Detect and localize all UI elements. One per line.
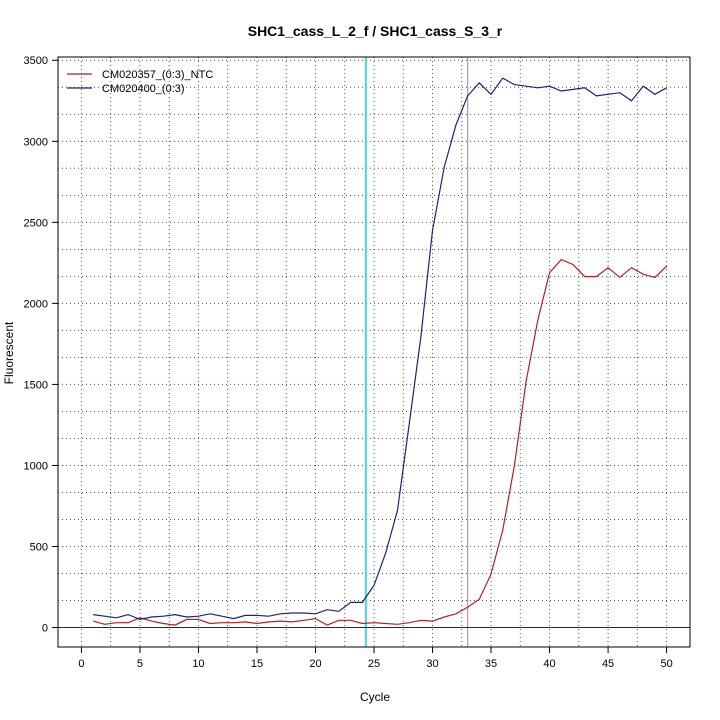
y-axis-label: Fluorescent [2,321,16,384]
x-tick-label: 5 [137,658,143,670]
y-tick-label: 500 [30,542,48,554]
legend-label-1: CM020357_(0:3)_NTC [102,69,213,81]
x-tick-label: 45 [602,658,614,670]
x-tick-label: 50 [660,658,672,670]
x-tick-label: 25 [368,658,380,670]
x-tick-label: 0 [78,658,84,670]
y-tick-label: 1500 [24,379,48,391]
x-tick-label: 10 [192,658,204,670]
chart-title: SHC1_cass_L_2_f / SHC1_cass_S_3_r [248,23,503,39]
x-tick-label: 40 [543,658,555,670]
x-axis-label: Cycle [360,690,390,704]
x-tick-label: 15 [251,658,263,670]
series-line-1 [92,258,668,626]
x-axis: 0 5 10 15 20 25 30 35 40 45 50 [78,647,673,670]
y-tick-label: 3000 [24,136,48,148]
x-tick-label: 20 [309,658,321,670]
legend-label-2: CM020400_(0:3) [102,83,185,95]
y-axis: 0 500 1000 1500 2000 2500 3000 3500 [24,55,58,635]
grid-lines [58,57,690,647]
series-lines [92,77,668,626]
x-tick-label: 30 [426,658,438,670]
y-tick-label: 2500 [24,217,48,229]
series-line-2 [93,77,667,621]
y-tick-label: 3500 [24,55,48,67]
reference-lines [58,57,690,647]
y-tick-label: 2000 [24,298,48,310]
legend: CM020357_(0:3)_NTC CM020400_(0:3) [67,69,213,95]
x-tick-label: 35 [485,658,497,670]
y-tick-label: 1000 [24,460,48,472]
y-tick-label: 0 [42,623,48,635]
